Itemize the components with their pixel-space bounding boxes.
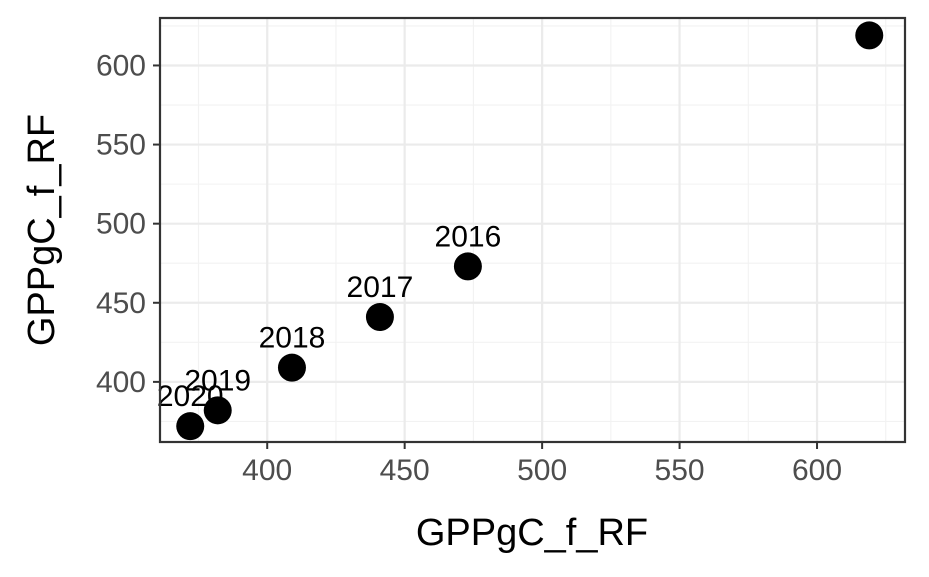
data-points	[176, 21, 884, 441]
x-tick-label: 600	[792, 454, 842, 487]
y-axis-ticks: 400 450 500 550 600	[96, 49, 160, 399]
data-point	[855, 21, 884, 50]
x-tick-label: 450	[380, 454, 430, 487]
y-tick-label: 450	[96, 287, 146, 320]
data-point	[365, 303, 394, 332]
plot-panel-border	[158, 16, 907, 444]
data-point	[453, 252, 482, 281]
x-tick-label: 500	[517, 454, 567, 487]
data-point	[203, 396, 232, 425]
x-tick-label: 550	[655, 454, 705, 487]
minor-gridlines	[160, 18, 905, 442]
data-point	[277, 353, 306, 382]
y-tick-label: 400	[96, 366, 146, 399]
plot-panel-background	[160, 18, 905, 442]
y-tick-label: 550	[96, 129, 146, 162]
point-label: 2016	[435, 220, 502, 253]
point-label: 2019	[184, 364, 251, 397]
data-point	[176, 412, 205, 441]
major-gridlines	[160, 18, 905, 442]
y-axis-title: GPPgC_f_RF	[21, 114, 63, 346]
point-label: 2018	[259, 322, 326, 355]
x-axis-ticks: 400 450 500 550 600	[242, 442, 842, 487]
point-label: 2020	[157, 380, 224, 413]
x-tick-label: 400	[242, 454, 292, 487]
y-tick-label: 600	[96, 49, 146, 82]
point-label: 2017	[347, 271, 414, 304]
y-tick-label: 500	[96, 208, 146, 241]
x-axis-title: GPPgC_f_RF	[416, 512, 648, 554]
